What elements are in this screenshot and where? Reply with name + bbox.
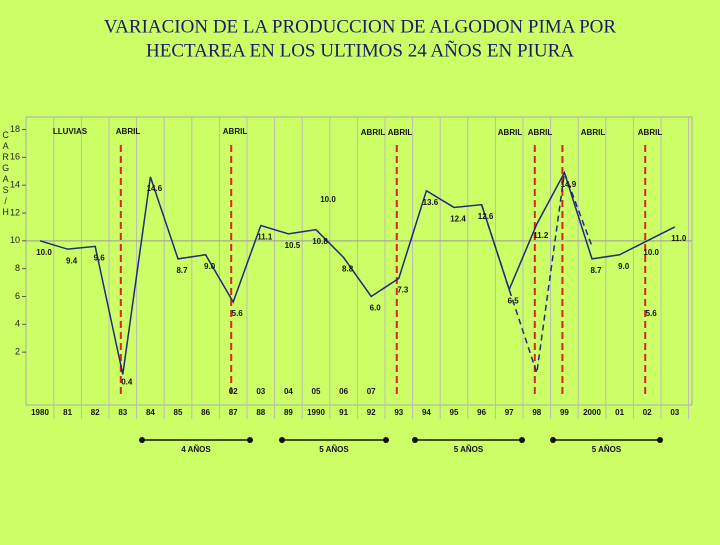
x-tick-label: 2000: [583, 408, 601, 417]
x-tick-label: 85: [174, 408, 183, 417]
x-tick-label: 98: [532, 408, 541, 417]
data-label: 10.0: [36, 248, 52, 257]
annotation: ABRIL: [388, 128, 413, 137]
y-tick-label: 2: [15, 347, 20, 357]
data-label: 9.0: [618, 262, 630, 271]
annotation: ABRIL: [498, 128, 523, 137]
chart-title: VARIACION DE LA PRODUCCION DE ALGODON PI…: [104, 16, 616, 37]
x-tick-label: 84: [146, 408, 155, 417]
sub-year: 02: [229, 387, 238, 396]
y-tick-label: 10: [10, 235, 20, 245]
data-label: 8.7: [590, 266, 602, 275]
data-label: 8.8: [342, 265, 354, 274]
y-tick-label: 14: [10, 180, 20, 190]
period-dot: [383, 437, 389, 443]
annotation: ABRIL: [116, 127, 141, 136]
data-label: 11.1: [257, 233, 273, 242]
data-label: 7.3: [397, 286, 409, 295]
data-label: 5.6: [646, 309, 658, 318]
data-label: 11.2: [533, 231, 549, 240]
annotation: LLUVIAS: [53, 127, 88, 136]
data-label: 12.4: [450, 215, 466, 224]
annotation: ABRIL: [638, 128, 663, 137]
x-tick-label: 83: [118, 408, 127, 417]
x-tick-label: 91: [339, 408, 348, 417]
data-label: 14.6: [147, 184, 163, 193]
period-dot: [550, 437, 556, 443]
annotation: ABRIL: [581, 128, 606, 137]
sub-year: 07: [367, 387, 376, 396]
period-label: 4 AÑOS: [181, 445, 211, 454]
data-label: 0.4: [121, 378, 133, 387]
x-tick-label: 93: [394, 408, 403, 417]
period-dot: [412, 437, 418, 443]
x-tick-label: 99: [560, 408, 569, 417]
y-tick-label: 4: [15, 319, 20, 329]
data-label: 13.6: [423, 198, 439, 207]
x-tick-label: 01: [615, 408, 624, 417]
y-tick-label: 12: [10, 207, 20, 217]
data-label: 10.5: [285, 241, 301, 250]
period-dot: [139, 437, 145, 443]
plot-area: [25, 116, 693, 406]
x-tick-label: 89: [284, 408, 293, 417]
annotation: 10.0: [320, 195, 336, 204]
x-tick-label: 95: [450, 408, 459, 417]
chart-title: HECTAREA EN LOS ULTIMOS 24 AÑOS EN PIURA: [146, 39, 574, 61]
data-label: 9.4: [66, 256, 78, 265]
x-tick-label: 81: [63, 408, 72, 417]
data-label: 9.6: [94, 254, 106, 263]
period-label: 5 AÑOS: [319, 445, 349, 454]
data-label: 8.7: [176, 266, 188, 275]
period-dot: [519, 437, 525, 443]
data-label: 10.0: [643, 248, 659, 257]
data-label: 5.6: [232, 309, 244, 318]
y-tick-label: 18: [10, 124, 20, 134]
period-dot: [247, 437, 253, 443]
y-tick-label: 16: [10, 152, 20, 162]
x-tick-label: 92: [367, 408, 376, 417]
x-tick-label: 97: [505, 408, 514, 417]
sub-year: 04: [284, 387, 293, 396]
annotation: ABRIL: [361, 128, 386, 137]
data-label: 9.0: [204, 262, 216, 271]
period-label: 5 AÑOS: [454, 445, 484, 454]
y-tick-label: 8: [15, 263, 20, 273]
x-tick-label: 1990: [307, 408, 325, 417]
x-tick-label: 1980: [31, 408, 49, 417]
x-tick-label: 02: [643, 408, 652, 417]
x-tick-label: 94: [422, 408, 431, 417]
period-dot: [279, 437, 285, 443]
x-tick-label: 03: [670, 408, 679, 417]
annotation: ABRIL: [223, 127, 248, 136]
period-label: 5 AÑOS: [592, 445, 622, 454]
x-tick-label: 88: [256, 408, 265, 417]
x-tick-label: 87: [229, 408, 238, 417]
data-label: 10.8: [312, 237, 328, 246]
y-tick-label: 6: [15, 291, 20, 301]
period-dot: [657, 437, 663, 443]
sub-year: 05: [312, 387, 321, 396]
sub-year: 03: [256, 387, 265, 396]
y-axis-label: CARGAS/H: [1, 130, 11, 218]
x-tick-label: 96: [477, 408, 486, 417]
annotation: ABRIL: [528, 128, 553, 137]
data-label: 6.0: [370, 304, 382, 313]
x-tick-label: 86: [201, 408, 210, 417]
sub-year: 06: [339, 387, 348, 396]
data-label: 11.0: [671, 234, 687, 243]
x-tick-label: 82: [91, 408, 100, 417]
